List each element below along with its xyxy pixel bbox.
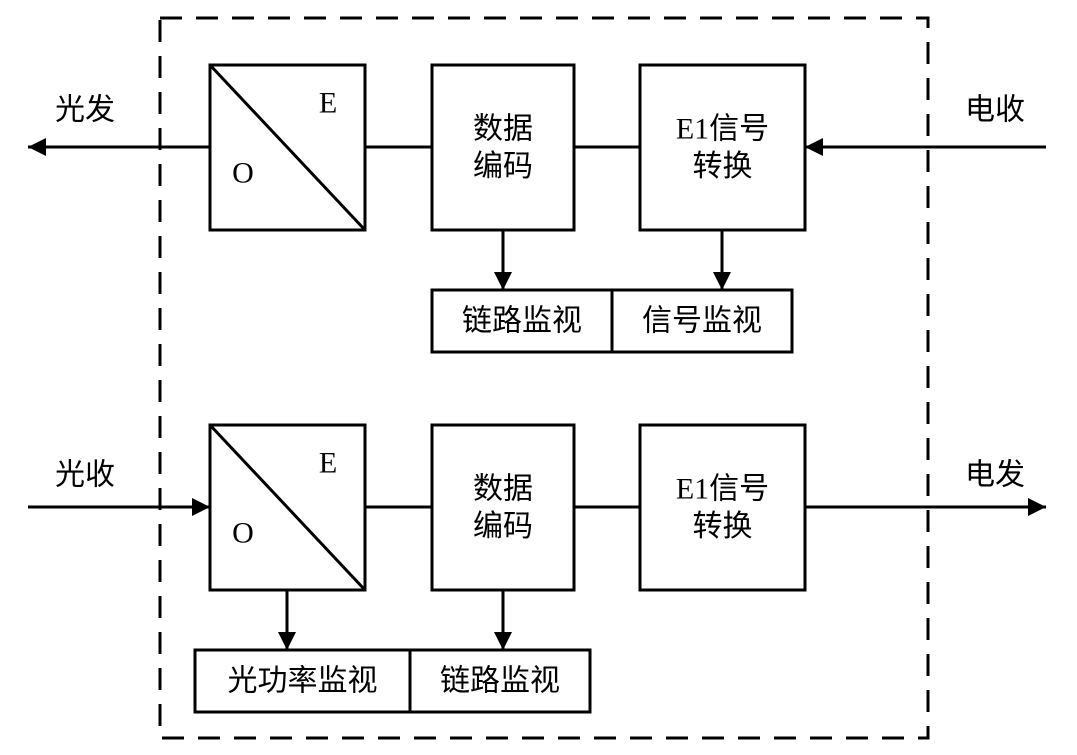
e1-convert-bottom-label: 转换: [693, 510, 753, 543]
conn-elec-rx-in-arrowhead: [805, 138, 823, 156]
eo-converter-bottom-label-e: E: [319, 447, 337, 480]
conn-elec-tx-out-arrowhead: [1028, 498, 1046, 516]
label-electrical-rx: 电收: [965, 94, 1025, 127]
data-encode-top-label: 编码: [473, 150, 533, 183]
data-encode-top-label: 数据: [473, 112, 533, 145]
conn-drop-enc-top-arrowhead: [494, 272, 512, 290]
eo-converter-bottom-diagonal: [210, 425, 365, 590]
e1-convert-top-label: E1信号: [676, 112, 769, 145]
data-encode-bottom-label: 数据: [473, 472, 533, 505]
optical-power-monitor-label: 光功率监视: [228, 665, 378, 698]
link-monitor-bottom-label: 链路监视: [440, 665, 560, 698]
eo-converter-bottom-label-o: O: [232, 517, 254, 550]
conn-drop-e1-top-arrowhead: [713, 272, 731, 290]
conn-optical-rx-in-arrowhead: [192, 498, 210, 516]
label-optical-tx: 光发: [55, 94, 115, 127]
eo-converter-top-diagonal: [210, 65, 365, 230]
data-encode-bottom-label: 编码: [473, 510, 533, 543]
label-electrical-tx: 电发: [965, 459, 1025, 492]
conn-optical-tx-out-arrowhead: [28, 138, 46, 156]
link-monitor-top-label: 链路监视: [462, 305, 582, 338]
conn-drop-eo-bot-arrowhead: [278, 632, 296, 650]
e1-convert-bottom: [640, 425, 805, 590]
eo-converter-top-label-e: E: [319, 87, 337, 120]
data-encode-bottom: [432, 425, 574, 590]
data-encode-top: [432, 65, 574, 230]
label-optical-rx: 光收: [55, 459, 115, 492]
e1-convert-top: [640, 65, 805, 230]
e1-convert-bottom-label: E1信号: [676, 472, 769, 505]
e1-convert-top-label: 转换: [693, 150, 753, 183]
dashed-border: [160, 18, 928, 738]
eo-converter-top-label-o: O: [232, 157, 254, 190]
conn-drop-enc-bot-arrowhead: [494, 632, 512, 650]
signal-monitor-top-label: 信号监视: [642, 305, 762, 338]
